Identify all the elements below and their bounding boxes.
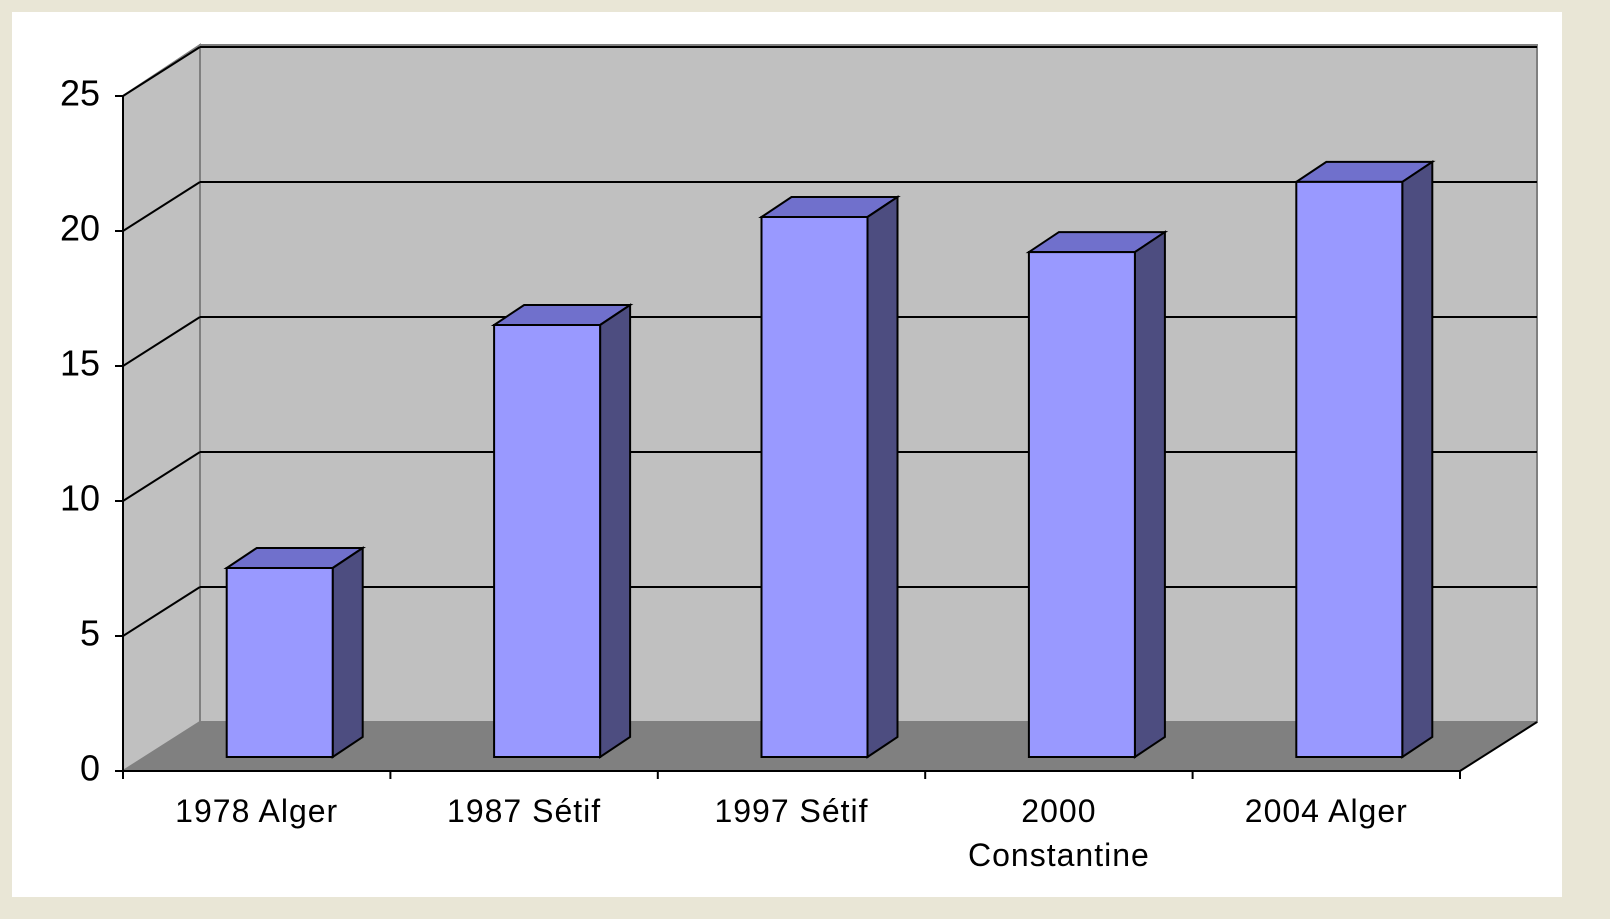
y-tick-label: 10 [60,478,100,519]
grid-line [122,181,201,232]
x-tick-label: 2000 Constantine [968,793,1150,873]
x-axis-depth [1459,721,1538,772]
bar-side [599,303,632,759]
y-tick-label: 5 [80,613,100,654]
bar [493,324,602,758]
x-tick-label: 2004 Alger [1244,793,1408,829]
grid-line [122,451,201,502]
side-wall [122,43,201,773]
bar-side [1133,230,1166,759]
grid-line [122,46,201,97]
x-tick-label: 1978 Alger [175,793,339,829]
bar [760,216,869,758]
y-tick-label: 0 [80,748,100,789]
x-tick-label: 1997 Sétif [714,793,869,829]
bar-side [1401,160,1434,759]
y-tick-label: 25 [60,73,100,114]
bar [225,567,334,758]
grid-line [122,316,201,367]
grid-line [122,586,201,637]
x-tick-label: 1987 Sétif [447,793,602,829]
bar-side [331,546,364,759]
bar [1295,180,1404,758]
y-tick-label: 15 [60,343,100,384]
bar [1027,251,1136,758]
bar-side [866,195,899,759]
y-tick-label: 20 [60,208,100,249]
